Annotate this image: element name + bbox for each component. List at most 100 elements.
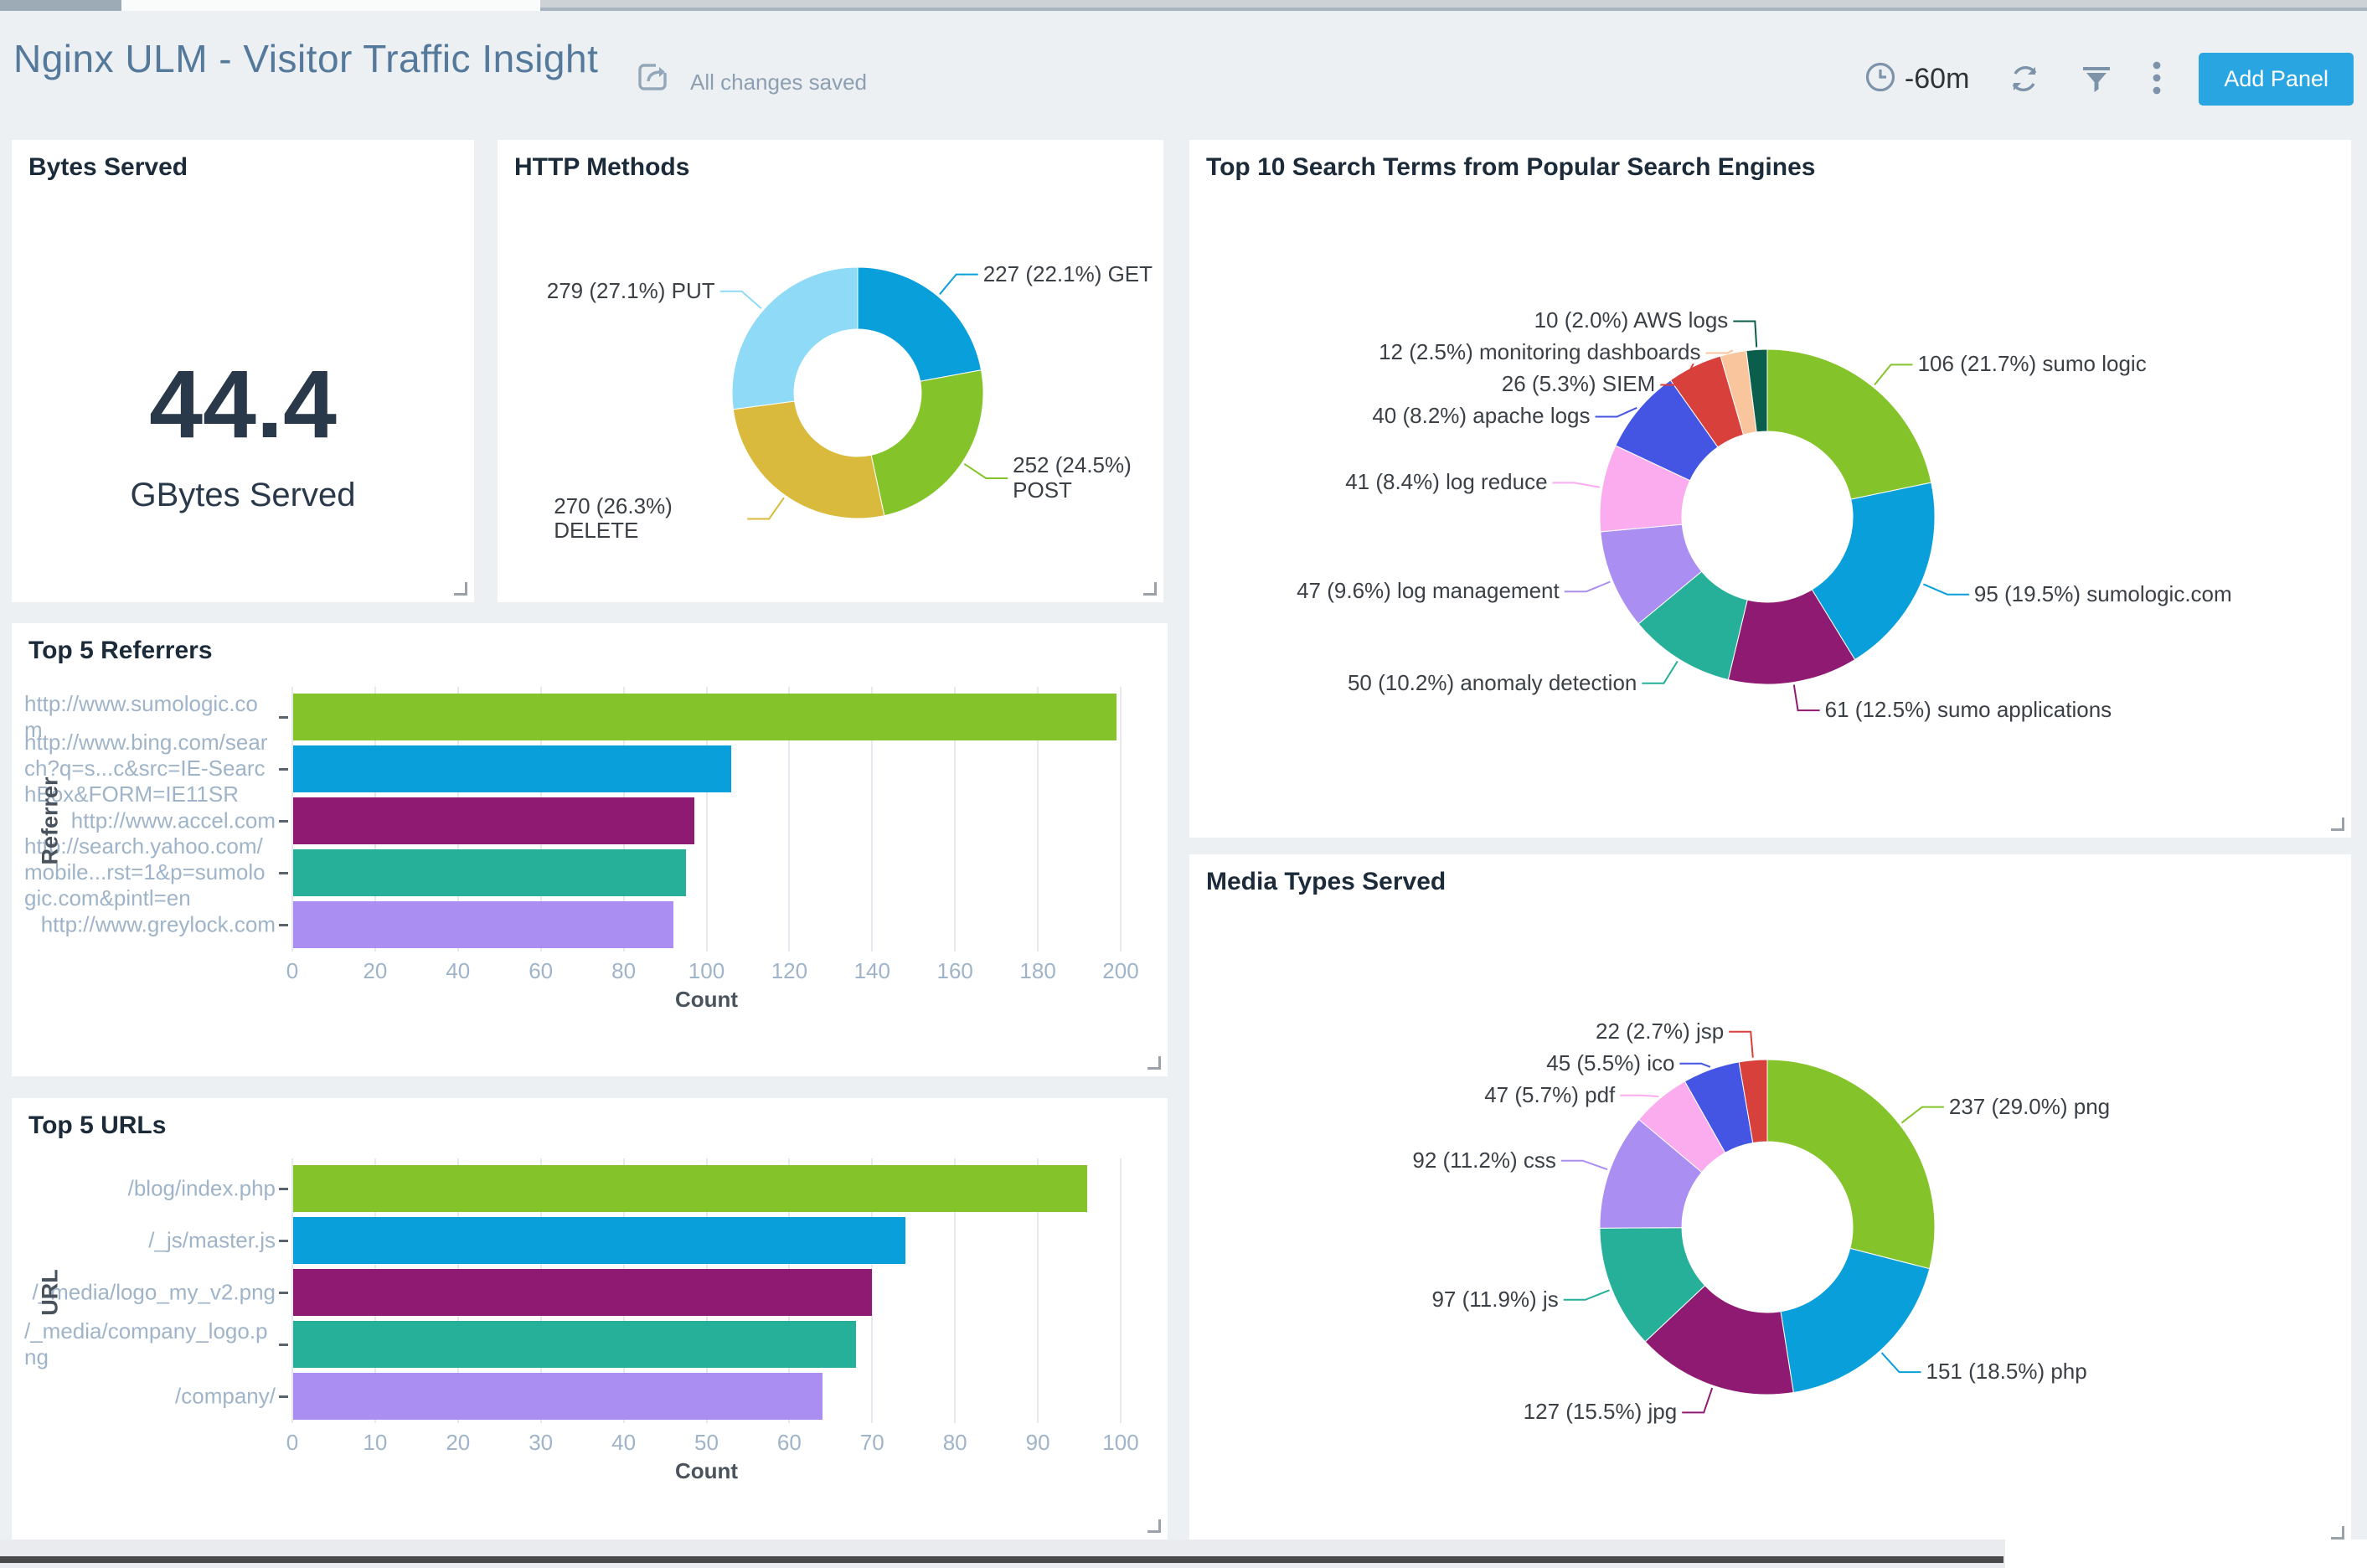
panel-resize-handle[interactable] xyxy=(1147,1056,1161,1070)
panel-top-urls: Top 5 URLs 0 10 20 30 40 50 60 70 80 90 100/blog/i… xyxy=(12,1098,1168,1540)
bytes-served-unit: GBytes Served xyxy=(130,477,356,513)
y-category-label: http://www.greylock.com xyxy=(40,911,276,937)
y-axis-title: Referrer xyxy=(37,776,63,865)
donut-slice-GET[interactable] xyxy=(857,266,982,382)
chrome-left-block xyxy=(0,0,121,11)
y-category-label: http://www.sumologic.com xyxy=(24,690,258,742)
bar[interactable] xyxy=(293,745,732,792)
refresh-button[interactable] xyxy=(2008,62,2041,95)
urls-bar-chart: 0 10 20 30 40 50 60 70 80 90 100/blog/index.php /_j… xyxy=(12,1098,1168,1540)
donut-label: 151 (18.5%) php xyxy=(1926,1359,2087,1385)
x-tick-label: 120 xyxy=(771,958,808,983)
panel-bytes-served: Bytes Served 44.4 GBytes Served xyxy=(12,140,474,602)
x-tick-label: 140 xyxy=(853,958,890,983)
y-category-label: /blog/index.php xyxy=(127,1175,276,1201)
bottom-strip xyxy=(0,1540,2367,1568)
kebab-menu-icon[interactable] xyxy=(2152,60,2162,97)
donut-label: 227 (22.1%) GET xyxy=(982,260,1153,286)
panel-resize-handle[interactable] xyxy=(1147,1519,1161,1533)
donut-slice-jpg[interactable] xyxy=(1644,1285,1794,1395)
bar[interactable] xyxy=(293,797,694,844)
time-range-value: -60m xyxy=(1904,62,1970,95)
donut-label: 95 (19.5%) sumologic.com xyxy=(1973,580,2232,606)
donut-slice-POST[interactable] xyxy=(870,369,984,517)
dashboard-header: Nginx ULM - Visitor Traffic Insight All … xyxy=(0,11,2367,138)
x-tick-label: 180 xyxy=(1019,958,1056,983)
donut-label: 12 (2.5%) monitoring dashboards xyxy=(1379,339,1701,365)
x-tick-label: 20 xyxy=(446,1430,471,1455)
bar[interactable] xyxy=(293,1217,905,1264)
search-terms-donut-chart: 10 (2.0%) AWS logs 12 (2.5%) monitoring d… xyxy=(1189,140,2351,838)
x-tick-label: 60 xyxy=(529,958,554,983)
donut-label: 61 (12.5%) sumo applications xyxy=(1824,697,2112,723)
donut-slice-sumologic.com[interactable] xyxy=(1811,482,1936,661)
header-toolbar: -60m xyxy=(1864,48,2354,110)
donut-label: 92 (11.2%) css xyxy=(1412,1147,1556,1173)
page-title: Nginx ULM - Visitor Traffic Insight xyxy=(13,37,599,80)
donut-label: 40 (8.2%) apache logs xyxy=(1372,403,1591,429)
y-axis-title: URL xyxy=(37,1269,63,1316)
y-category-label: /_js/master.js xyxy=(148,1227,276,1253)
x-tick-label: 20 xyxy=(363,958,388,983)
donut-slice-php[interactable] xyxy=(1780,1247,1931,1394)
bar[interactable] xyxy=(293,849,686,896)
filter-icon[interactable] xyxy=(2080,62,2113,95)
chrome-divider xyxy=(540,8,2367,11)
panel-top-referrers: Top 5 Referrers 0 20 40 60 80 100 120 140 160 180… xyxy=(12,623,1168,1076)
donut-label: 252 (24.5%) POST xyxy=(1013,452,1132,503)
panel-resize-handle[interactable] xyxy=(2331,1526,2344,1540)
bar[interactable] xyxy=(293,694,1117,740)
bar[interactable] xyxy=(293,1165,1088,1212)
panel-title: Top 10 Search Terms from Popular Search … xyxy=(1206,153,1816,181)
donut-label: 47 (9.6%) log management xyxy=(1297,578,1560,604)
donut-slice-AWS-logs[interactable] xyxy=(1746,348,1768,433)
clock-icon xyxy=(1864,61,1896,97)
panel-media-types: Media Types Served 22 (2.7%) jsp 45 (5.5%… xyxy=(1189,854,2351,1546)
time-range-control[interactable]: -60m xyxy=(1864,61,1969,97)
browser-tab[interactable] xyxy=(121,0,540,11)
donut-slice-DELETE[interactable] xyxy=(732,400,885,519)
bar[interactable] xyxy=(293,1269,873,1316)
bar[interactable] xyxy=(293,1321,856,1368)
bytes-served-value: 44.4 xyxy=(149,351,337,458)
x-tick-label: 30 xyxy=(529,1430,554,1455)
add-panel-button[interactable]: Add Panel xyxy=(2199,52,2354,106)
bar[interactable] xyxy=(293,1373,823,1420)
panel-resize-handle[interactable] xyxy=(2331,818,2344,831)
donut-label: 279 (27.1%) PUT xyxy=(546,277,715,303)
share-icon[interactable] xyxy=(633,58,672,101)
donut-label: 45 (5.5%) ico xyxy=(1546,1050,1675,1075)
donut-slice-sumo-logic[interactable] xyxy=(1766,348,1932,500)
donut-slice-jsp[interactable] xyxy=(1738,1059,1768,1144)
donut-label: 106 (21.7%) sumo logic xyxy=(1917,351,2147,377)
x-axis-title: Count xyxy=(674,987,739,1012)
donut-label: 97 (11.9%) js xyxy=(1431,1286,1559,1312)
y-category-label: /company/ xyxy=(175,1383,276,1409)
panel-resize-handle[interactable] xyxy=(454,582,467,596)
panel-http-methods: HTTP Methods 279 (27.1%) PUT 270 (26.3%) … xyxy=(498,140,1163,602)
horizontal-scrollbar[interactable] xyxy=(0,1556,2003,1563)
panel-resize-handle[interactable] xyxy=(1143,582,1157,596)
x-tick-label: 10 xyxy=(363,1430,388,1455)
donut-label: 22 (2.7%) jsp xyxy=(1596,1018,1725,1044)
x-tick-label: 50 xyxy=(694,1430,719,1455)
donut-label: 237 (29.0%) png xyxy=(1948,1093,2111,1119)
x-tick-label: 100 xyxy=(688,958,725,983)
donut-label: 10 (2.0%) AWS logs xyxy=(1534,307,1729,333)
bar[interactable] xyxy=(293,901,673,948)
browser-chrome-strip xyxy=(0,0,2367,11)
panel-title: Bytes Served xyxy=(28,153,188,181)
panel-title: Top 5 URLs xyxy=(28,1112,167,1139)
donut-slice-png[interactable] xyxy=(1766,1059,1936,1270)
x-tick-label: 0 xyxy=(286,1430,299,1455)
donut-label: 127 (15.5%) jpg xyxy=(1523,1399,1678,1425)
donut-slice-PUT[interactable] xyxy=(731,266,859,410)
x-tick-label: 80 xyxy=(611,958,637,983)
y-category-label: /_media/logo_my_v2.png xyxy=(32,1279,276,1305)
save-status-text: All changes saved xyxy=(690,70,868,95)
x-tick-label: 40 xyxy=(446,958,471,983)
donut-label: 50 (10.2%) anomaly detection xyxy=(1347,669,1637,695)
x-tick-label: 90 xyxy=(1025,1430,1050,1455)
x-tick-label: 0 xyxy=(286,958,299,983)
